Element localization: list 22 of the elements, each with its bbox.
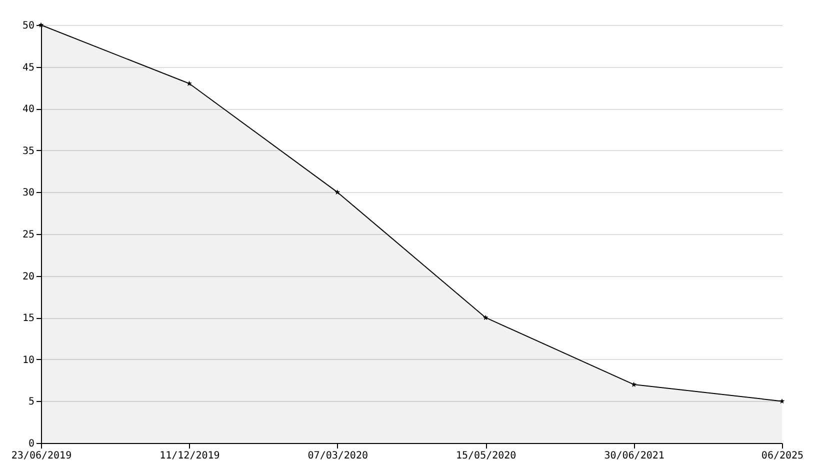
y-tick-label: 15 xyxy=(22,313,34,324)
y-tick-label: 25 xyxy=(22,230,34,240)
point xyxy=(631,382,637,387)
y-tick-label: 30 xyxy=(22,188,34,199)
point xyxy=(186,80,192,86)
y-tick-label: 50 xyxy=(22,20,34,32)
x-tick-label: 07/03/2020 xyxy=(308,450,368,462)
y-tick-label: 20 xyxy=(22,271,34,282)
point xyxy=(779,398,785,404)
y-tick-label: 40 xyxy=(22,104,34,116)
y-tick-label: 5 xyxy=(28,396,34,408)
x-tick-label: 23/06/2019 xyxy=(11,450,72,462)
y-tick-label: 10 xyxy=(22,354,34,366)
x-tick-label: 15/05/2020 xyxy=(456,450,516,462)
x-tick-label: 30/06/2021 xyxy=(604,450,664,462)
y-tick-label: 35 xyxy=(22,146,34,157)
point xyxy=(482,314,488,320)
point xyxy=(334,189,340,195)
x-tick-label: 06/2025 xyxy=(761,450,804,462)
y-tick-label: 45 xyxy=(22,62,34,74)
x-tick-label: 11/12/2019 xyxy=(160,450,220,462)
y-tick-label: 0 xyxy=(28,438,34,450)
